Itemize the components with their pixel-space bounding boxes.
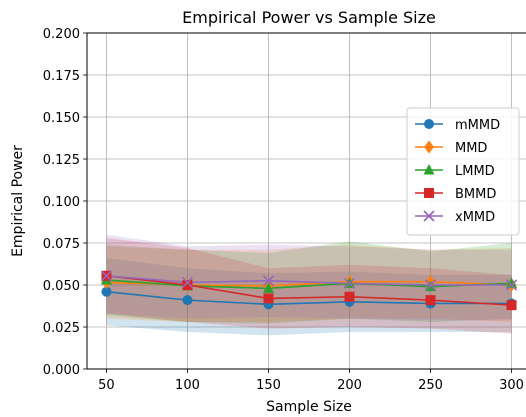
legend-label: MMD xyxy=(455,141,487,156)
data-point-bmmd xyxy=(425,295,436,306)
legend-marker xyxy=(424,140,434,154)
legend-marker xyxy=(423,164,435,175)
y-tick-label: 0.100 xyxy=(43,195,80,210)
data-point-xmmd xyxy=(343,277,356,289)
x-tick-label: 150 xyxy=(256,378,281,393)
series-line-xmmd xyxy=(106,274,512,286)
data-point-bmmd xyxy=(263,293,274,304)
band-mmmd xyxy=(106,258,512,336)
data-point-xmmd xyxy=(262,275,275,287)
y-tick-label: 0.025 xyxy=(43,321,80,336)
y-tick-label: 0.075 xyxy=(43,237,80,252)
legend-marker xyxy=(424,188,434,198)
y-axis-ticks: 0.000 0.025 0.050 0.075 0.100 0.125 0.150 0.175… xyxy=(43,27,87,378)
x-axis-ticks: 50 100 150 200 250 300 xyxy=(98,369,524,393)
x-tick-label: 200 xyxy=(337,378,362,393)
series-markers xyxy=(100,270,518,311)
y-tick-label: 0.125 xyxy=(43,153,80,168)
data-point-lmmd xyxy=(262,282,274,293)
y-tick-label: 0.000 xyxy=(43,363,80,378)
y-tick-label: 0.150 xyxy=(43,111,80,126)
band-xmmd xyxy=(106,234,512,321)
data-point-mmmd xyxy=(182,295,193,306)
x-tick-label: 50 xyxy=(98,378,115,393)
y-axis-label: Empirical Power xyxy=(10,145,26,257)
y-tick-label: 0.200 xyxy=(43,27,80,42)
y-tick-label: 0.050 xyxy=(43,279,80,294)
x-axis-label: Sample Size xyxy=(266,399,352,415)
series-line-bmmd xyxy=(106,274,512,306)
legend-marker xyxy=(424,119,434,129)
legend-label: LMMD xyxy=(455,164,495,179)
series-line-lmmd xyxy=(106,279,512,290)
x-tick-label: 250 xyxy=(418,378,443,393)
data-point-xmmd xyxy=(181,276,194,289)
y-tick-label: 0.175 xyxy=(43,69,80,84)
legend: mMMD MMD LMMD BMMD xMMD xyxy=(406,107,520,236)
data-point-mmmd xyxy=(101,286,112,297)
data-point-xmmd xyxy=(424,279,437,291)
legend-label: xMMD xyxy=(455,210,495,225)
legend-marker xyxy=(423,210,435,222)
data-point-bmmd xyxy=(344,291,355,302)
data-point-xmmd xyxy=(505,279,518,291)
chart-title: Empirical Power vs Sample Size xyxy=(182,8,436,27)
x-tick-label: 300 xyxy=(499,378,524,393)
data-point-lmmd xyxy=(506,277,518,288)
data-point-xmmd xyxy=(100,270,113,282)
legend-label: mMMD xyxy=(455,118,500,133)
series-line-mmmd xyxy=(106,290,512,306)
legend-label: BMMD xyxy=(455,187,496,202)
series-lines xyxy=(106,274,512,306)
legend-box xyxy=(406,107,520,236)
data-point-bmmd xyxy=(182,280,193,290)
data-point-bmmd xyxy=(506,300,517,311)
x-tick-label: 100 xyxy=(175,378,200,393)
